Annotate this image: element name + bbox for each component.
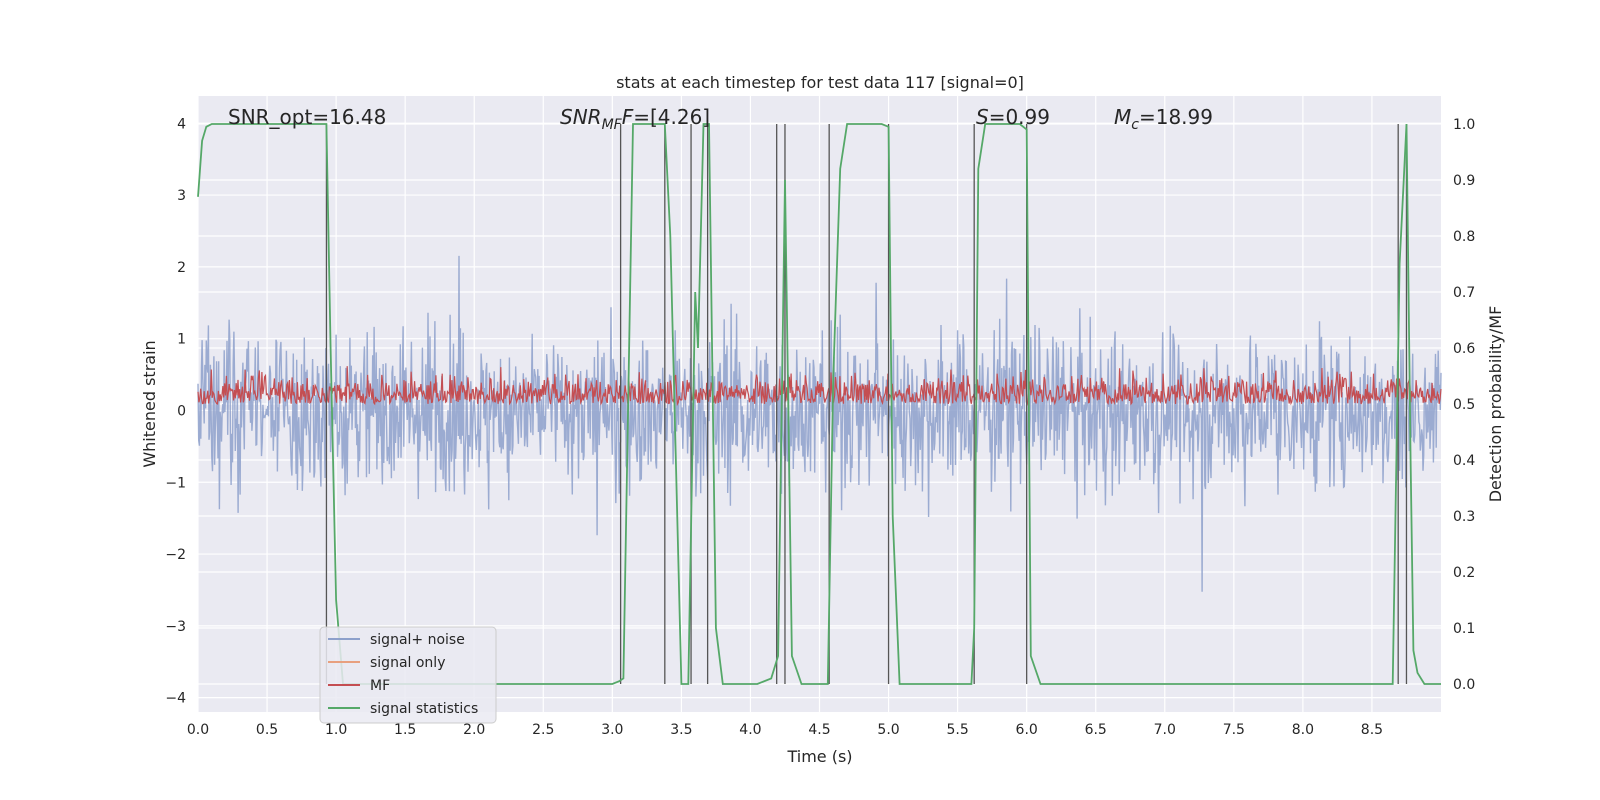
mf-series: [197, 366, 1442, 407]
signal-statistics-line: [197, 123, 1441, 685]
annotation-snr-mf: SNRMFF=[4.26]: [560, 105, 710, 133]
y-left-tick-label: 4: [177, 116, 186, 132]
y-right-tick-label: 0.1: [1453, 621, 1475, 637]
y-left-tick-label: 0: [177, 403, 186, 419]
legend-label-signal-only: signal only: [370, 655, 445, 671]
legend-label-mf: MF: [370, 678, 390, 694]
y-left-axis-label: Whitened strain: [140, 340, 159, 467]
x-tick-label: 6.5: [1085, 722, 1107, 738]
x-tick-label: 8.0: [1292, 722, 1314, 738]
x-tick-label: 3.5: [670, 722, 692, 738]
y-right-tick-label: 1.0: [1453, 117, 1475, 133]
y-left-tick-label: −3: [165, 619, 186, 635]
signal-noise-series: [197, 255, 1442, 592]
x-tick-labels: 0.0 0.5 1.0 1.5 2.0 2.5 3.0 3.5 4.0 4.5 5.0 5.5 6.0 6…: [187, 722, 1383, 738]
y-right-tick-label: 0.8: [1453, 229, 1475, 245]
annotation-s: S=0.99: [976, 105, 1050, 129]
y-right-tick-label: 0.9: [1453, 173, 1475, 189]
y-right-tick-label: 0.6: [1453, 341, 1475, 357]
x-tick-label: 8.5: [1361, 722, 1383, 738]
legend-label-signal-noise: signal+ noise: [370, 632, 465, 648]
y-right-axis-label: Detection probability/MF: [1486, 306, 1505, 503]
y-left-tick-label: 2: [177, 260, 186, 276]
y-left-tick-label: 1: [177, 332, 186, 348]
y-right-tick-label: 0.3: [1453, 509, 1475, 525]
legend-box: [319, 626, 497, 724]
y-right-tick-label: 0.7: [1453, 285, 1475, 301]
x-tick-label: 4.5: [808, 722, 830, 738]
y-left-tick-label: −2: [165, 547, 186, 563]
signal-noise-line: [197, 255, 1442, 592]
legend-label-signal-statistics: signal statistics: [370, 701, 478, 717]
x-tick-label: 0.5: [256, 722, 278, 738]
legend: signal+ noise signal only MF signal stat…: [319, 626, 497, 724]
y-right-tick-labels: 1.0 0.9 0.8 0.7 0.6 0.5 0.4 0.3 0.2 0.1 0.0: [1453, 117, 1475, 693]
y-right-tick-label: 0.5: [1453, 397, 1475, 413]
x-tick-label: 1.5: [394, 722, 416, 738]
y-right-tick-label: 0.2: [1453, 565, 1475, 581]
x-tick-label: 6.0: [1016, 722, 1038, 738]
x-axis-label: Time (s): [786, 747, 852, 766]
y-left-tick-label: 3: [177, 188, 186, 204]
x-tick-label: 2.0: [463, 722, 485, 738]
x-tick-label: 1.0: [325, 722, 347, 738]
annotation-mc: Mc=18.99: [1114, 105, 1213, 133]
x-tick-label: 3.0: [601, 722, 623, 738]
y-left-tick-label: −1: [165, 475, 186, 491]
y-left-tick-labels: 4 3 2 1 0 −1 −2 −3 −4: [165, 116, 186, 706]
x-tick-label: 7.5: [1223, 722, 1245, 738]
y-left-tick-label: −4: [165, 691, 186, 707]
x-tick-label: 5.5: [946, 722, 968, 738]
x-tick-label: 5.0: [877, 722, 899, 738]
vertical-markers: [325, 124, 1408, 684]
annotation-snr-opt: SNR_opt=16.48: [228, 105, 386, 129]
chart-title: stats at each timestep for test data 117…: [616, 73, 1024, 92]
x-tick-label: 7.0: [1154, 722, 1176, 738]
x-tick-label: 2.5: [532, 722, 554, 738]
y-right-tick-label: 0.4: [1453, 453, 1475, 469]
x-tick-label: 4.0: [739, 722, 761, 738]
y-right-tick-label: 0.0: [1453, 677, 1475, 693]
x-tick-label: 0.0: [187, 722, 209, 738]
mf-line: [197, 366, 1442, 407]
signal-statistics-series: [197, 123, 1441, 685]
